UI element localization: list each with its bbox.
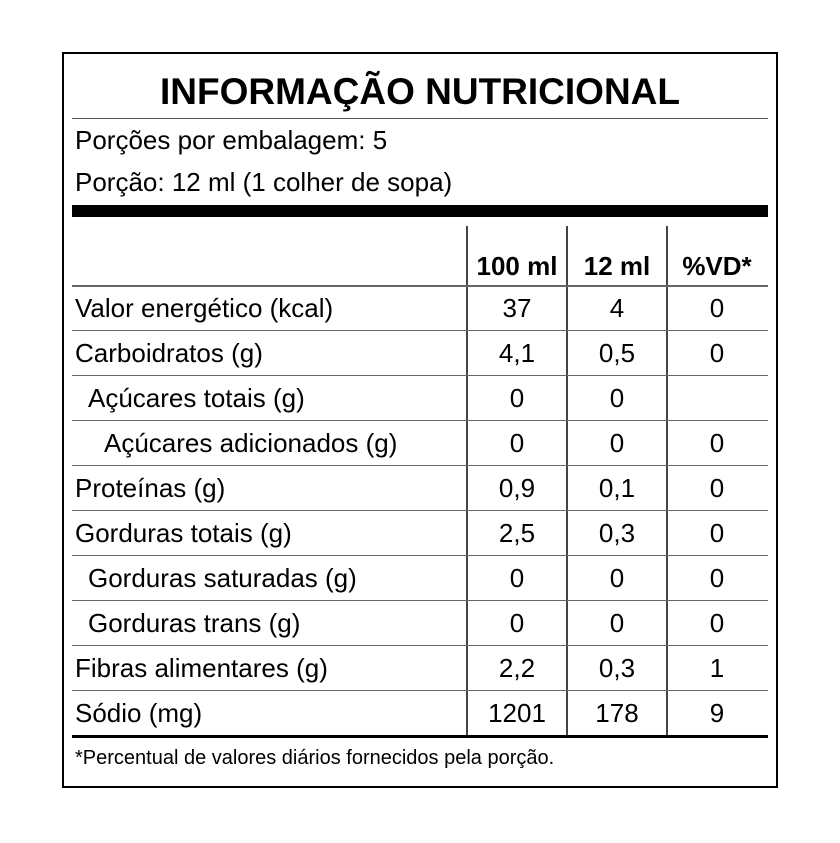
value-per-100ml: 2,5 (498, 518, 536, 548)
daily-value-percent: 0 (709, 608, 725, 638)
value-per-portion: 0,3 (598, 518, 636, 548)
value-per-100ml: 37 (502, 293, 532, 323)
value-per-portion: 4 (609, 293, 625, 323)
column-divider (666, 226, 668, 737)
column-header-vd: %VD* (682, 251, 752, 281)
nutrient-label: Gorduras saturadas (g) (88, 563, 357, 593)
value-per-100ml: 0 (509, 563, 525, 593)
servings-per-package: Porções por embalagem: 5 (75, 125, 388, 155)
value-per-100ml: 2,2 (498, 653, 536, 683)
nutrient-label: Valor energético (kcal) (75, 293, 334, 323)
value-per-100ml: 0 (509, 608, 525, 638)
nutrition-label-frame (62, 52, 778, 788)
nutrient-label: Proteínas (g) (75, 473, 226, 503)
table-row: Sódio (mg) 1201 178 9 (72, 691, 768, 736)
column-divider (466, 226, 468, 737)
header-divider (72, 285, 768, 287)
daily-value-percent: 0 (709, 473, 725, 503)
daily-value-percent: 0 (709, 293, 725, 323)
nutrient-label: Gorduras totais (g) (75, 518, 292, 548)
value-per-portion: 0 (609, 428, 625, 458)
table-row: Valor energético (kcal) 37 4 0 (72, 286, 768, 331)
value-per-100ml: 0,9 (498, 473, 536, 503)
value-per-100ml: 0 (509, 428, 525, 458)
value-per-portion: 178 (595, 698, 639, 728)
value-per-portion: 0 (609, 608, 625, 638)
column-header-100ml: 100 ml (476, 251, 558, 281)
table-row: Fibras alimentares (g) 2,2 0,3 1 (72, 646, 768, 691)
table-row: Açúcares totais (g) 0 0 (72, 376, 768, 421)
value-per-100ml: 0 (509, 383, 525, 413)
value-per-portion: 0,5 (598, 338, 636, 368)
thick-divider (72, 205, 768, 217)
table-row: Carboidratos (g) 4,1 0,5 0 (72, 331, 768, 376)
value-per-portion: 0 (609, 383, 625, 413)
bottom-divider (72, 735, 768, 738)
daily-value-percent: 0 (709, 428, 725, 458)
title-divider (72, 118, 768, 119)
table-row: Gorduras saturadas (g) 0 0 0 (72, 556, 768, 601)
column-divider (566, 226, 568, 737)
nutrient-label: Açúcares totais (g) (88, 383, 305, 413)
value-per-portion: 0,3 (598, 653, 636, 683)
table-row: Açúcares adicionados (g) 0 0 0 (72, 421, 768, 466)
value-per-portion: 0 (609, 563, 625, 593)
footnote: *Percentual de valores diários fornecido… (75, 747, 555, 769)
nutrient-label: Gorduras trans (g) (88, 608, 301, 638)
serving-size: Porção: 12 ml (1 colher de sopa) (75, 167, 453, 197)
daily-value-percent: 1 (709, 653, 725, 683)
nutrient-label: Sódio (mg) (75, 698, 203, 728)
daily-value-percent: 9 (709, 698, 725, 728)
daily-value-percent: 0 (709, 338, 725, 368)
table-row: Gorduras totais (g) 2,5 0,3 0 (72, 511, 768, 556)
column-header-portion: 12 ml (583, 251, 651, 281)
daily-value-percent: 0 (709, 563, 725, 593)
nutrient-label: Carboidratos (g) (75, 338, 263, 368)
value-per-portion: 0,1 (598, 473, 636, 503)
nutrient-label: Açúcares adicionados (g) (104, 428, 398, 458)
nutrient-label: Fibras alimentares (g) (75, 653, 328, 683)
table-row: Proteínas (g) 0,9 0,1 0 (72, 466, 768, 511)
label-title: INFORMAÇÃO NUTRICIONAL (159, 71, 680, 112)
value-per-100ml: 1201 (488, 698, 546, 728)
daily-value-percent: 0 (709, 518, 725, 548)
value-per-100ml: 4,1 (498, 338, 536, 368)
table-row: Gorduras trans (g) 0 0 0 (72, 601, 768, 646)
